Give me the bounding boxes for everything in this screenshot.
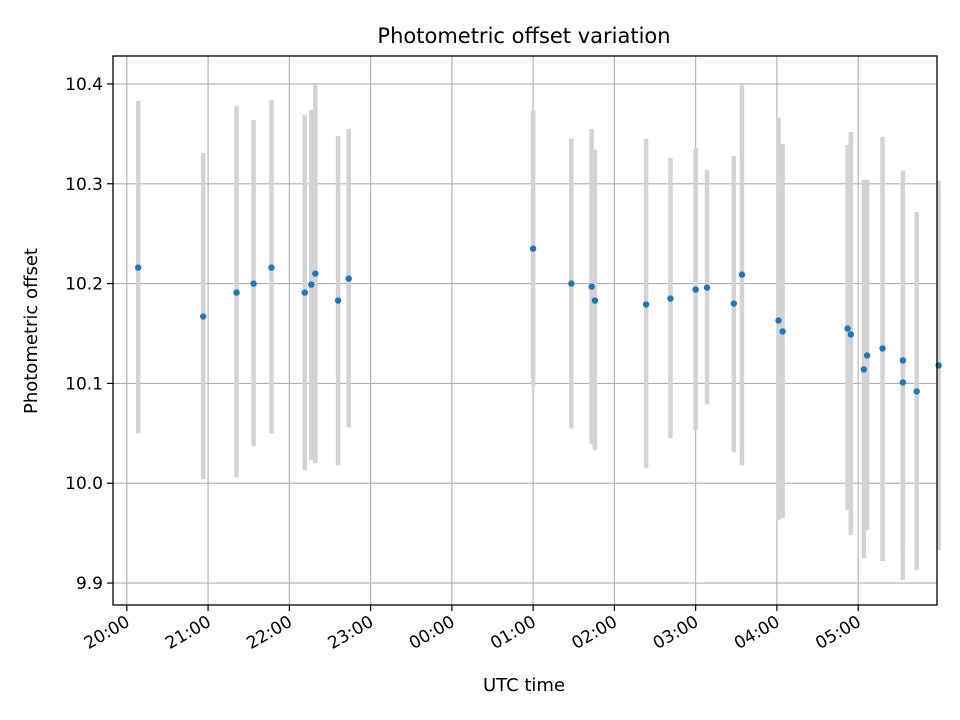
data-point — [775, 317, 782, 324]
data-point — [879, 345, 886, 352]
data-points — [134, 245, 942, 395]
plot-area-frame — [112, 55, 938, 606]
data-point — [200, 313, 207, 320]
data-point — [863, 352, 871, 359]
y-tick-label: 10.2 — [65, 275, 103, 295]
data-point — [738, 271, 746, 278]
y-tick-label: 9.9 — [76, 574, 103, 594]
data-point — [692, 286, 699, 293]
data-point — [345, 275, 352, 282]
data-point — [301, 289, 308, 296]
data-point — [730, 300, 738, 307]
data-point — [899, 357, 907, 364]
data-point — [591, 297, 599, 304]
data-point — [529, 245, 537, 252]
data-point — [134, 264, 142, 271]
data-point — [312, 270, 319, 277]
data-point — [913, 388, 920, 395]
y-tick-label: 10.3 — [65, 175, 103, 195]
data-point — [268, 264, 275, 271]
y-tick-label: 10.4 — [65, 75, 103, 95]
data-point — [860, 366, 868, 373]
data-point — [233, 289, 240, 296]
y-tick-label: 10.1 — [65, 374, 103, 394]
data-point — [703, 284, 711, 291]
y-tick-label: 10.0 — [65, 474, 103, 494]
y-axis-label: Photometric offset — [21, 248, 42, 414]
data-point — [844, 325, 851, 332]
data-point — [308, 281, 315, 288]
data-point — [588, 283, 595, 290]
data-point — [847, 331, 855, 338]
data-point — [250, 280, 257, 287]
data-point — [568, 280, 575, 287]
x-axis: 20:00 21:00 22:00 23:00 00:00 01:00 02:00 03:00… — [81, 605, 865, 654]
chart-title: Photometric offset variation — [377, 24, 670, 48]
data-point — [779, 328, 786, 335]
y-axis: 9.9 10.0 10.1 10.2 10.3 10.4 — [65, 75, 113, 594]
data-point — [642, 301, 650, 308]
data-point — [334, 297, 342, 304]
x-axis-label: UTC time — [483, 675, 565, 696]
data-point — [667, 295, 674, 302]
data-point — [899, 379, 907, 386]
